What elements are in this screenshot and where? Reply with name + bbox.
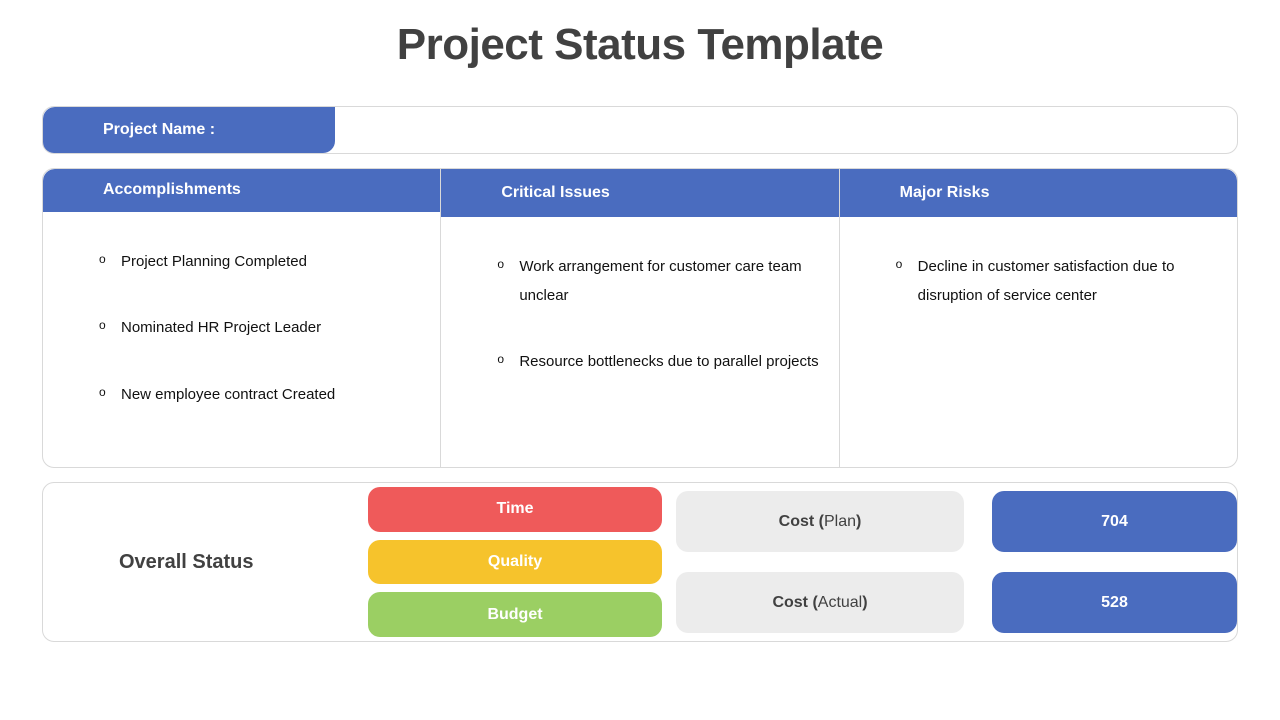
project-name-row: Project Name : xyxy=(42,106,1238,154)
col-critical-issues-body: Work arrangement for customer care team … xyxy=(441,217,838,467)
critical-issue-item: Work arrangement for customer care team … xyxy=(497,253,818,310)
status-pills: Time Quality Budget xyxy=(368,483,668,641)
col-accomplishments: Accomplishments Project Planning Complet… xyxy=(43,169,441,467)
col-accomplishments-body: Project Planning Completed Nominated HR … xyxy=(43,212,440,468)
col-critical-issues-header: Critical Issues xyxy=(441,169,838,217)
cost-plan-suffix: ) xyxy=(856,513,861,531)
overall-status-footer: Overall Status Time Quality Budget Cost … xyxy=(42,482,1238,642)
cost-values: 704 528 xyxy=(972,483,1237,641)
accomplishment-item: Project Planning Completed xyxy=(99,248,420,277)
cost-actual-mid: Actual xyxy=(818,594,862,612)
project-name-value xyxy=(335,107,1237,153)
pill-budget: Budget xyxy=(368,592,662,637)
col-major-risks: Major Risks Decline in customer satisfac… xyxy=(840,169,1237,467)
project-name-label: Project Name : xyxy=(43,107,335,153)
col-critical-issues: Critical Issues Work arrangement for cus… xyxy=(441,169,839,467)
page-title: Project Status Template xyxy=(42,20,1238,70)
cost-actual-suffix: ) xyxy=(862,594,867,612)
critical-issue-item: Resource bottlenecks due to parallel pro… xyxy=(497,348,818,377)
cost-plan-label: Cost (Plan) xyxy=(676,491,964,552)
pill-time: Time xyxy=(368,487,662,532)
col-accomplishments-header: Accomplishments xyxy=(43,169,440,212)
cost-plan-mid: Plan xyxy=(824,513,856,531)
col-major-risks-header: Major Risks xyxy=(840,169,1237,217)
cost-actual-prefix: Cost ( xyxy=(772,594,817,612)
cost-labels: Cost (Plan) Cost (Actual) xyxy=(668,483,972,641)
col-major-risks-body: Decline in customer satisfaction due to … xyxy=(840,217,1237,467)
cost-plan-value: 704 xyxy=(992,491,1237,552)
cost-plan-prefix: Cost ( xyxy=(779,513,824,531)
pill-quality: Quality xyxy=(368,540,662,585)
overall-status-label: Overall Status xyxy=(43,483,368,641)
cost-actual-value: 528 xyxy=(992,572,1237,633)
major-risk-item: Decline in customer satisfaction due to … xyxy=(896,253,1217,310)
cost-actual-label: Cost (Actual) xyxy=(676,572,964,633)
status-table: Accomplishments Project Planning Complet… xyxy=(42,168,1238,468)
accomplishment-item: New employee contract Created xyxy=(99,381,420,410)
accomplishment-item: Nominated HR Project Leader xyxy=(99,314,420,343)
